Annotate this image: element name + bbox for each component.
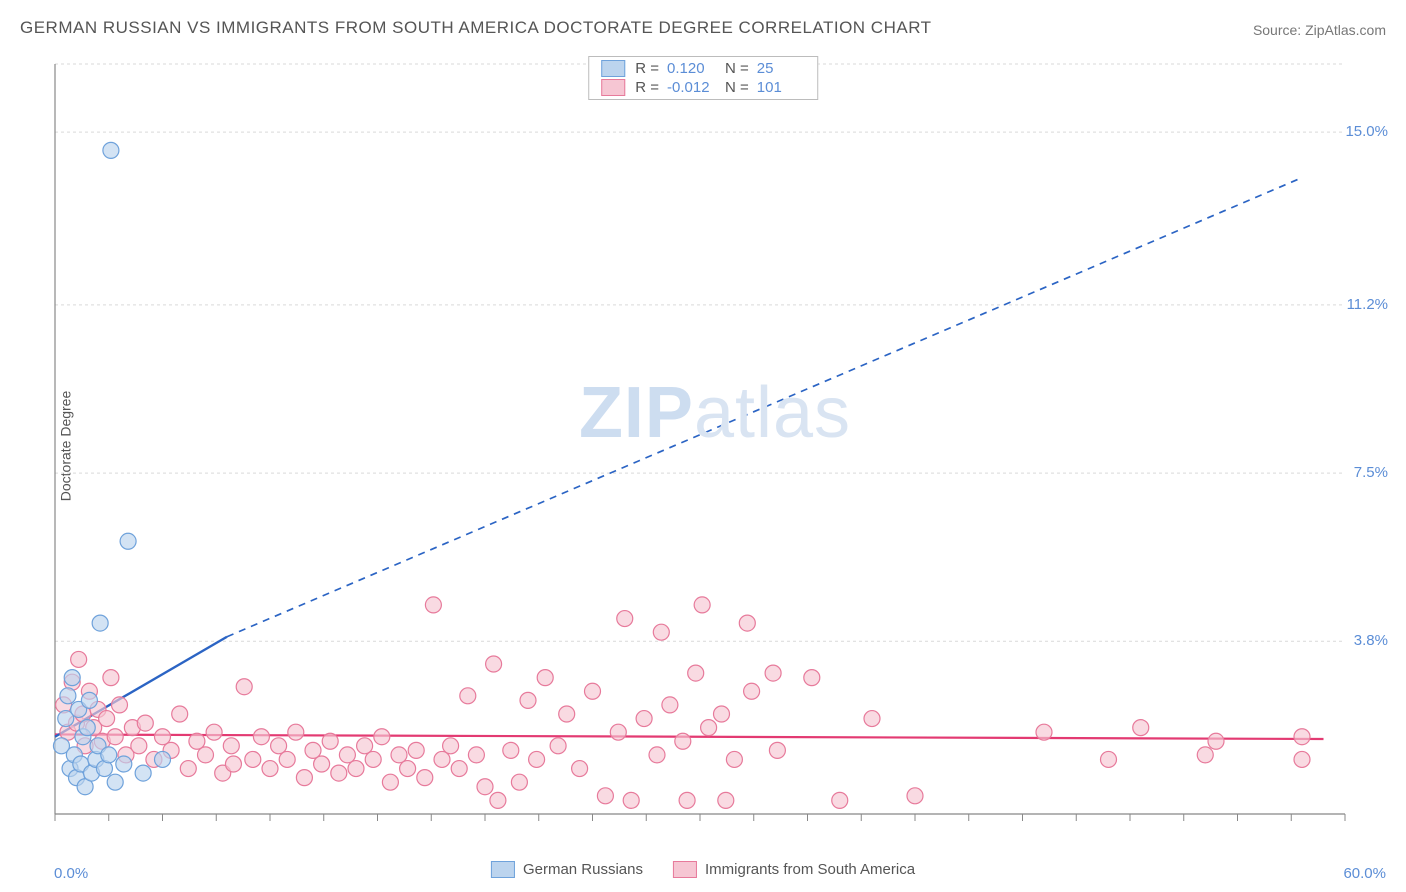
x-max-label: 60.0% — [1343, 865, 1386, 882]
legend-swatch-b — [673, 861, 697, 878]
legend-swatch-a — [491, 861, 515, 878]
y-tick-label: 15.0% — [1345, 123, 1388, 140]
r-value-a: 0.120 — [667, 60, 715, 77]
legend-label-b: Immigrants from South America — [705, 861, 915, 878]
legend-label-a: German Russians — [523, 861, 643, 878]
bottom-legend: German Russians Immigrants from South Am… — [491, 861, 915, 878]
n-value-b: 101 — [757, 79, 805, 96]
legend-item-a: German Russians — [491, 861, 643, 878]
x-min-label: 0.0% — [54, 865, 88, 882]
plot-area: ZIPatlas — [45, 54, 1385, 834]
chart-title: GERMAN RUSSIAN VS IMMIGRANTS FROM SOUTH … — [20, 18, 932, 38]
stats-row-series-a: R = 0.120 N = 25 — [589, 59, 817, 78]
scatter-svg — [45, 54, 1385, 834]
stats-row-series-b: R = -0.012 N = 101 — [589, 78, 817, 97]
n-value-a: 25 — [757, 60, 805, 77]
legend-item-b: Immigrants from South America — [673, 861, 915, 878]
stats-box: R = 0.120 N = 25 R = -0.012 N = 101 — [588, 56, 818, 100]
swatch-series-b — [601, 79, 625, 96]
y-tick-label: 11.2% — [1347, 296, 1388, 313]
r-value-b: -0.012 — [667, 79, 715, 96]
y-tick-label: 3.8% — [1354, 632, 1388, 649]
y-tick-label: 7.5% — [1354, 464, 1388, 481]
source-label: Source: ZipAtlas.com — [1253, 22, 1386, 38]
swatch-series-a — [601, 60, 625, 77]
